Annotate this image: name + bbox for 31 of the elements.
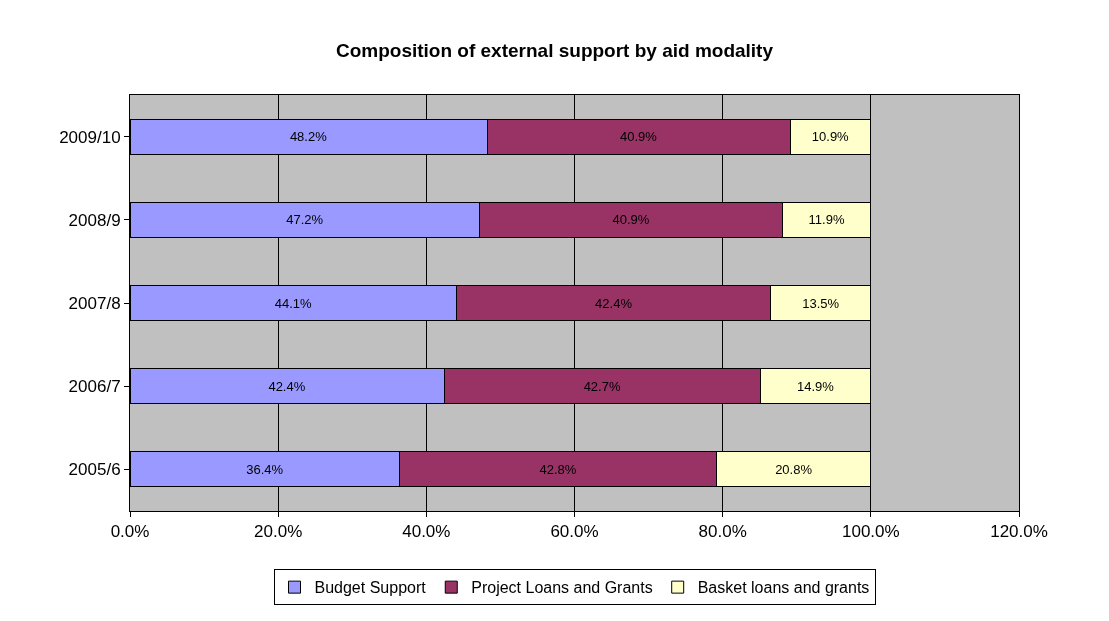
x-tick-label: 60.0%: [550, 522, 599, 542]
x-tick-label: 0.0%: [110, 522, 150, 542]
data-label: 36.4%: [246, 461, 284, 477]
x-tick-label: 80.0%: [698, 522, 747, 542]
x-tick-label: 40.0%: [402, 522, 451, 542]
data-label: 10.9%: [811, 129, 850, 145]
data-label: 47.2%: [286, 212, 324, 228]
y-tick-label: 2007/8: [68, 293, 121, 313]
legend-label: Basket loans and grants: [697, 579, 870, 597]
data-label: 13.5%: [802, 295, 840, 311]
y-tick-label: 2008/9: [68, 210, 121, 230]
chart-title: Composition of external support by aid modality: [335, 39, 774, 61]
data-label: 40.9%: [619, 129, 658, 145]
y-tick-label: 2005/6: [68, 460, 121, 480]
data-label: 11.9%: [808, 212, 845, 228]
data-label: 42.4%: [595, 295, 633, 311]
data-label: 44.1%: [274, 295, 313, 311]
data-label: 42.4%: [268, 378, 306, 394]
x-tick-label: 20.0%: [254, 522, 303, 542]
data-label: 42.8%: [539, 461, 577, 477]
data-label: 40.9%: [612, 212, 650, 228]
x-tick-label: 100.0%: [841, 522, 900, 542]
y-tick-label: 2009/10: [59, 127, 121, 147]
legend-label: Budget Support: [314, 579, 427, 597]
y-tick-label: 2006/7: [68, 377, 121, 397]
x-tick-label: 120.0%: [990, 522, 1048, 542]
data-label: 42.7%: [583, 378, 621, 394]
legend-label: Project Loans and Grants: [471, 579, 653, 597]
data-label: 14.9%: [796, 378, 835, 394]
data-label: 48.2%: [289, 129, 328, 145]
data-label: 20.8%: [775, 461, 813, 477]
